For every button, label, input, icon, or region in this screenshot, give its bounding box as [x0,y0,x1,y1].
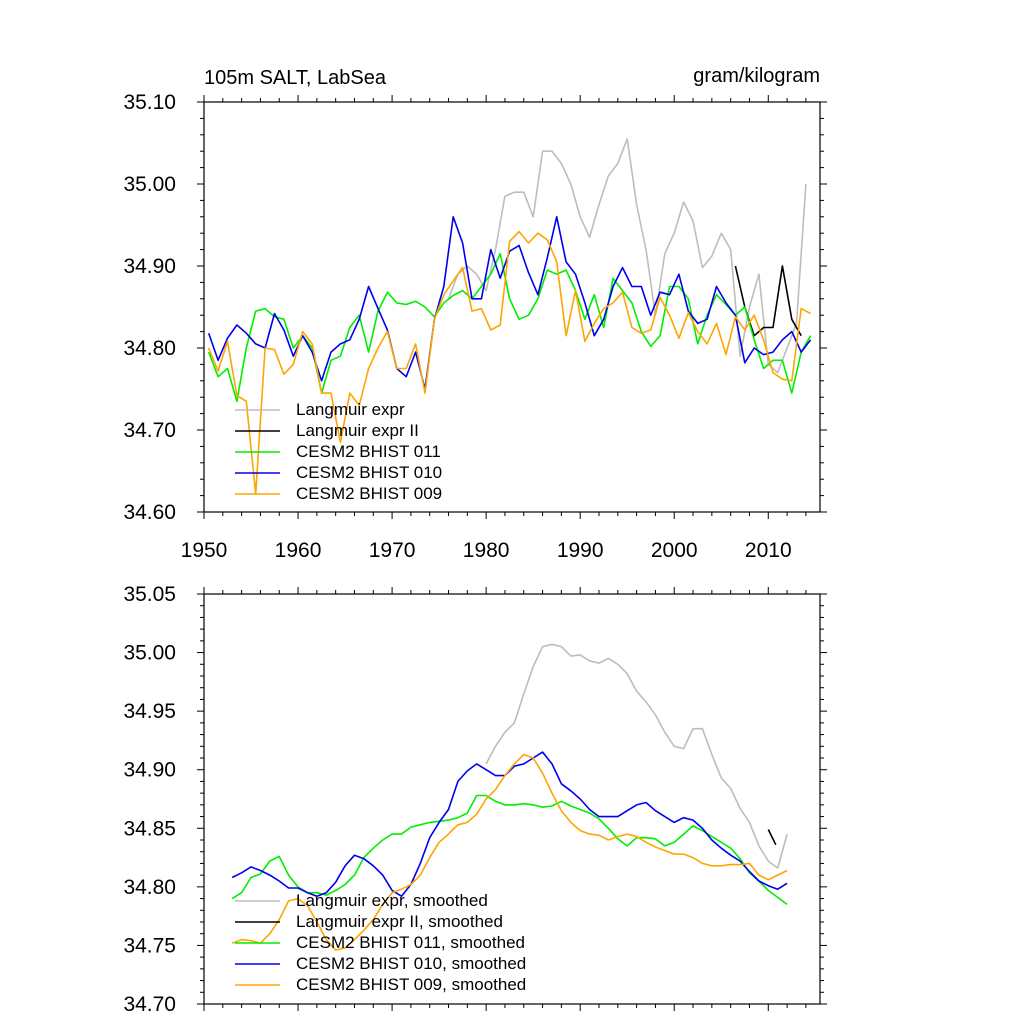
y-tick-label: 35.00 [123,173,176,196]
series-line-langmuir-expr [447,138,807,374]
panel-raw: 105m SALT, LabSea gram/kilogram 34.60 34.… [123,65,827,562]
y-tick-label: 34.75 [123,934,176,957]
y-tick-label: 35.00 [123,642,176,665]
plot-frame [203,101,821,513]
y-tick-label: 34.95 [123,700,176,723]
series-line-cesm2-bhist-009-smoothed [231,753,788,951]
panel-smoothed: 34.70 34.75 34.80 34.85 34.90 34.95 35.00 35.05… [123,583,827,1016]
y-tick-label: 34.85 [123,817,176,840]
legend-label: Langmuir expr, smoothed [296,891,488,910]
y-tick-label: 34.80 [123,337,176,360]
plot-frame [203,593,821,1005]
series-line-langmuir-expr-smoothed [485,643,788,869]
series-line-cesm2-bhist-010 [207,216,812,390]
legend-label: CESM2 BHIST 009 [296,484,442,503]
y-tick-label: 34.80 [123,876,176,899]
chart-title: 105m SALT, LabSea [204,67,387,89]
chart-units: gram/kilogram [693,65,820,87]
x-tick-label: 1990 [557,539,604,562]
y-tick-label: 34.90 [123,759,176,782]
y-tick-label: 34.70 [123,993,176,1016]
x-tick-label: 1970 [369,539,416,562]
y-tick-label: 34.70 [123,419,176,442]
y-tick-label: 35.10 [123,91,176,114]
x-tick-label: 1960 [275,539,322,562]
legend-label: CESM2 BHIST 009, smoothed [296,975,526,994]
y-tick-label: 35.05 [123,583,176,606]
series-line-cesm2-bhist-010-smoothed [231,751,788,898]
x-tick-label: 1950 [181,539,228,562]
y-tick-label: 34.90 [123,255,176,278]
legend-label: Langmuir expr II [296,421,419,440]
legend-label: Langmuir expr [296,400,405,419]
series-line-langmuir-expr-ii-smoothed [767,829,777,846]
series-line-cesm2-bhist-011-smoothed [231,794,788,906]
legend-label: CESM2 BHIST 010, smoothed [296,954,526,973]
x-tick-label: 2010 [745,539,792,562]
legend-label: CESM2 BHIST 010 [296,463,442,482]
x-tick-label: 1980 [463,539,510,562]
y-tick-label: 34.60 [123,501,176,524]
x-tick-label: 2000 [651,539,698,562]
series-line-cesm2-bhist-011 [207,252,812,403]
legend-label: CESM2 BHIST 011, smoothed [296,933,525,952]
legend-label: CESM2 BHIST 011 [296,442,441,461]
series-line-cesm2-bhist-009 [207,230,811,495]
legend-label: Langmuir expr II, smoothed [296,912,503,931]
